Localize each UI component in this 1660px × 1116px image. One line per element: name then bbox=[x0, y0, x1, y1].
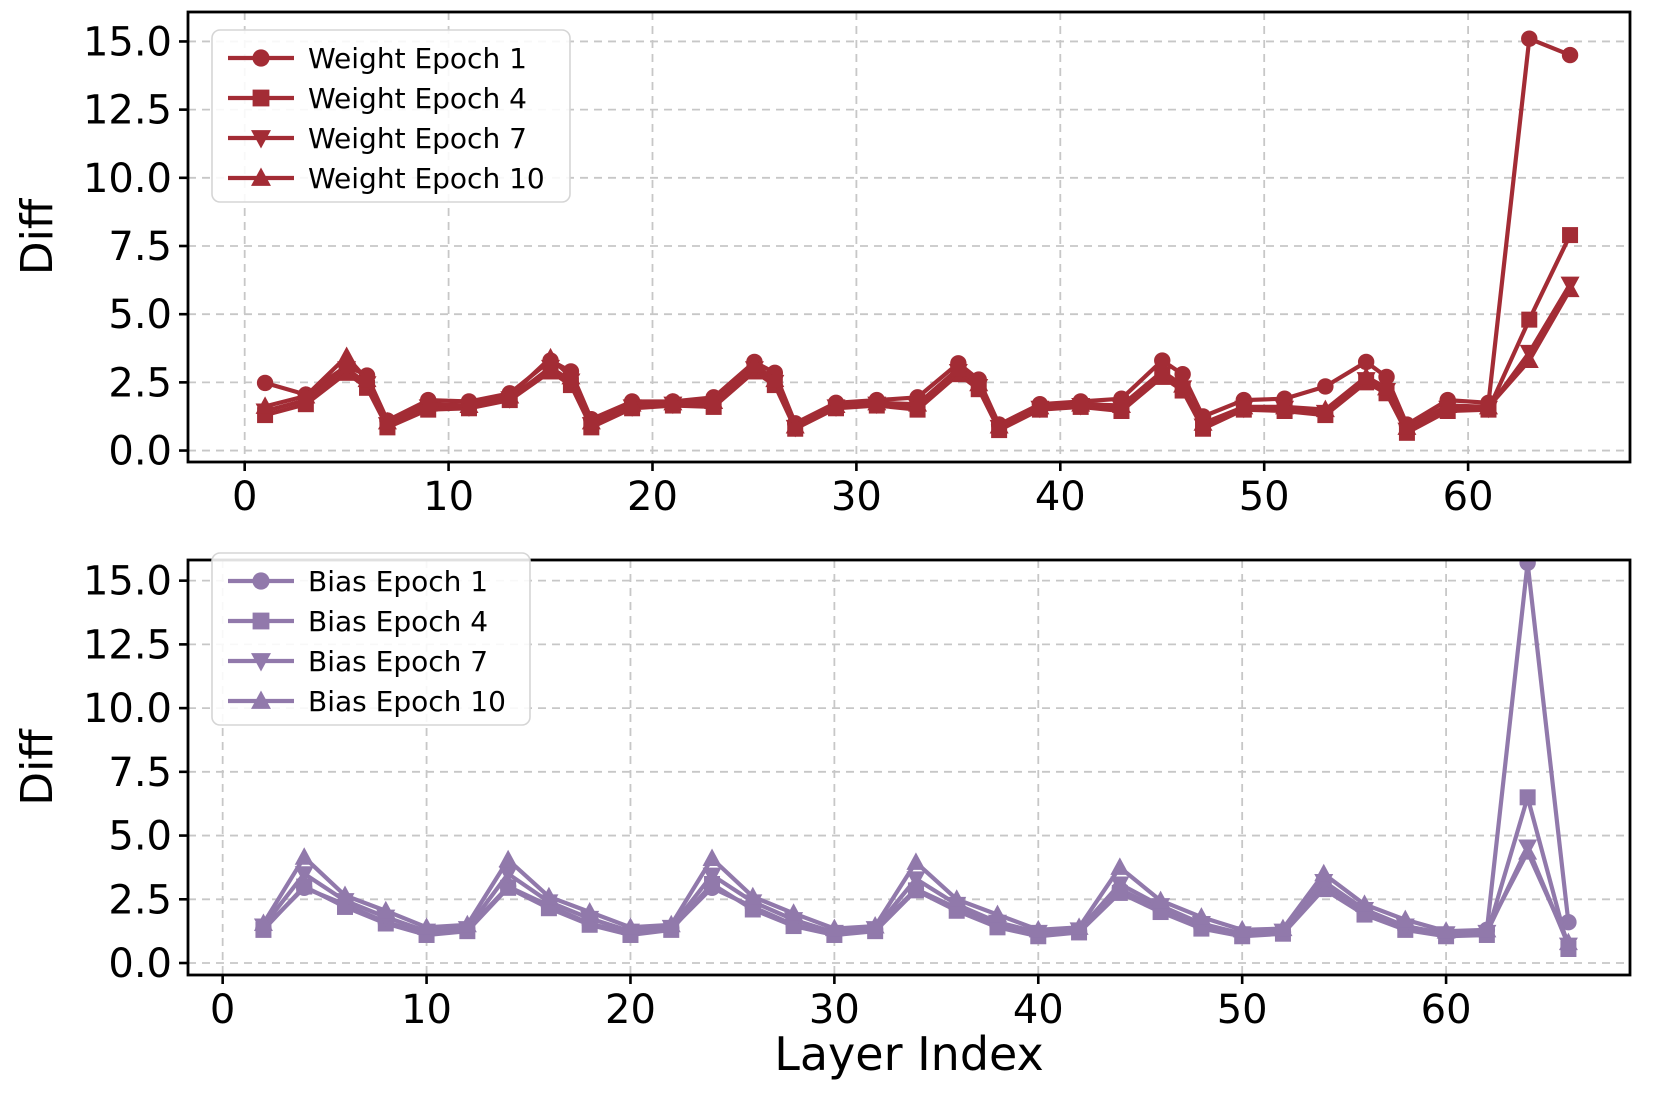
svg-text:0: 0 bbox=[210, 987, 235, 1033]
svg-text:10: 10 bbox=[423, 474, 474, 520]
svg-text:10: 10 bbox=[401, 987, 452, 1033]
svg-text:50: 50 bbox=[1239, 474, 1290, 520]
svg-text:2.5: 2.5 bbox=[108, 877, 172, 923]
svg-text:15.0: 15.0 bbox=[83, 559, 172, 605]
svg-text:5.0: 5.0 bbox=[108, 292, 172, 338]
svg-text:40: 40 bbox=[1035, 474, 1086, 520]
svg-text:60: 60 bbox=[1421, 987, 1472, 1033]
bias-legend: Bias Epoch 1 Bias Epoch 4 Bias Epoch 7 Bias… bbox=[211, 552, 531, 726]
weight-legend-label-4: Weight Epoch 10 bbox=[308, 162, 545, 195]
svg-text:5.0: 5.0 bbox=[108, 814, 172, 860]
weight-series-weight-epoch-7 bbox=[255, 276, 1580, 441]
bias-series-bias-epoch-10 bbox=[253, 842, 1578, 951]
weight-ylabel: Diff bbox=[12, 197, 63, 275]
svg-text:60: 60 bbox=[1443, 474, 1494, 520]
weight-axes-frame bbox=[186, 10, 1632, 464]
weight-series-weight-epoch-10 bbox=[255, 279, 1580, 435]
bias-ticks bbox=[179, 579, 1448, 984]
svg-text:12.5: 12.5 bbox=[83, 622, 172, 668]
bias-legend-label-1: Bias Epoch 1 bbox=[308, 565, 488, 598]
svg-text:0.0: 0.0 bbox=[108, 429, 172, 475]
svg-text:7.5: 7.5 bbox=[108, 224, 172, 270]
weight-legend: Weight Epoch 1 Weight Epoch 4 Weight Epoch… bbox=[211, 29, 571, 203]
bias-legend-label-2: Bias Epoch 4 bbox=[308, 605, 488, 638]
bias-diff-plot: 0 10 20 30 40 50 60 0.0 2.5 5.0 7.5 10.0 12.5 15.0 Dif… bbox=[12, 552, 1632, 1033]
bias-legend-label-4: Bias Epoch 10 bbox=[308, 685, 506, 718]
bias-legend-label-3: Bias Epoch 7 bbox=[308, 645, 488, 678]
svg-text:0: 0 bbox=[232, 474, 257, 520]
weight-ticks bbox=[179, 40, 1470, 471]
svg-text:30: 30 bbox=[809, 987, 860, 1033]
weight-legend-label-2: Weight Epoch 4 bbox=[308, 82, 527, 115]
xlabel: Layer Index bbox=[774, 1027, 1044, 1081]
svg-text:20: 20 bbox=[627, 474, 678, 520]
svg-text:15.0: 15.0 bbox=[83, 19, 172, 65]
svg-text:30: 30 bbox=[831, 474, 882, 520]
svg-text:2.5: 2.5 bbox=[108, 360, 172, 406]
weight-diff-plot: 0 10 20 30 40 50 60 0.0 2.5 5.0 7.5 10.0 12.5 15.0 Dif… bbox=[12, 10, 1632, 520]
bias-ylabel: Diff bbox=[12, 728, 63, 806]
bias-tick-labels: 0 10 20 30 40 50 60 0.0 2.5 5.0 7.5 10.0 12.5 15.0 bbox=[83, 559, 1472, 1033]
svg-text:7.5: 7.5 bbox=[108, 750, 172, 796]
svg-text:40: 40 bbox=[1013, 987, 1064, 1033]
weight-tick-labels: 0 10 20 30 40 50 60 0.0 2.5 5.0 7.5 10.0 12.5 15.0 bbox=[83, 19, 1494, 520]
weight-legend-label-3: Weight Epoch 7 bbox=[308, 122, 527, 155]
svg-text:10.0: 10.0 bbox=[83, 156, 172, 202]
bias-axes-frame bbox=[186, 558, 1632, 977]
svg-text:50: 50 bbox=[1217, 987, 1268, 1033]
weight-legend-label-1: Weight Epoch 1 bbox=[308, 42, 527, 75]
svg-text:12.5: 12.5 bbox=[83, 88, 172, 134]
svg-text:20: 20 bbox=[605, 987, 656, 1033]
svg-text:10.0: 10.0 bbox=[83, 686, 172, 732]
svg-text:0.0: 0.0 bbox=[108, 941, 172, 987]
